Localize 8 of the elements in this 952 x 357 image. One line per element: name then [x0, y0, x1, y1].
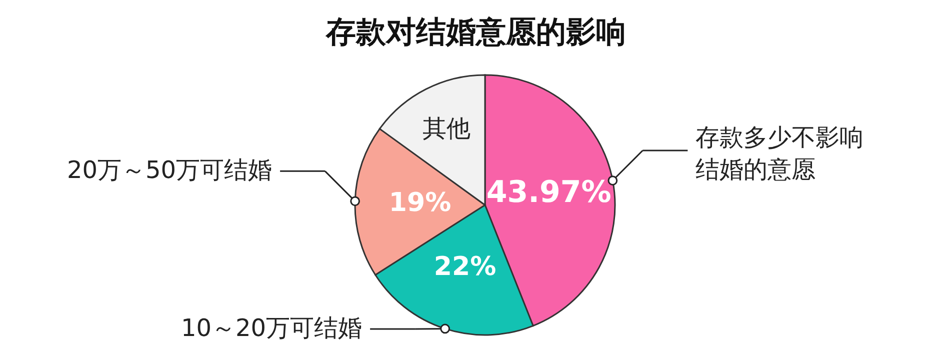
slice-label: 20万～50万可结婚 — [66, 156, 272, 184]
slice-label: 其他 — [422, 114, 471, 143]
data-label: 19% — [388, 188, 452, 218]
data-label: 22% — [434, 252, 496, 282]
slice-label: 存款多少不影响结婚的意愿 — [696, 124, 864, 184]
slice-label: 10～20万可结婚 — [180, 314, 362, 342]
data-label: 43.97% — [486, 174, 612, 210]
chart-title: 存款对结婚意愿的影响 — [325, 15, 626, 50]
